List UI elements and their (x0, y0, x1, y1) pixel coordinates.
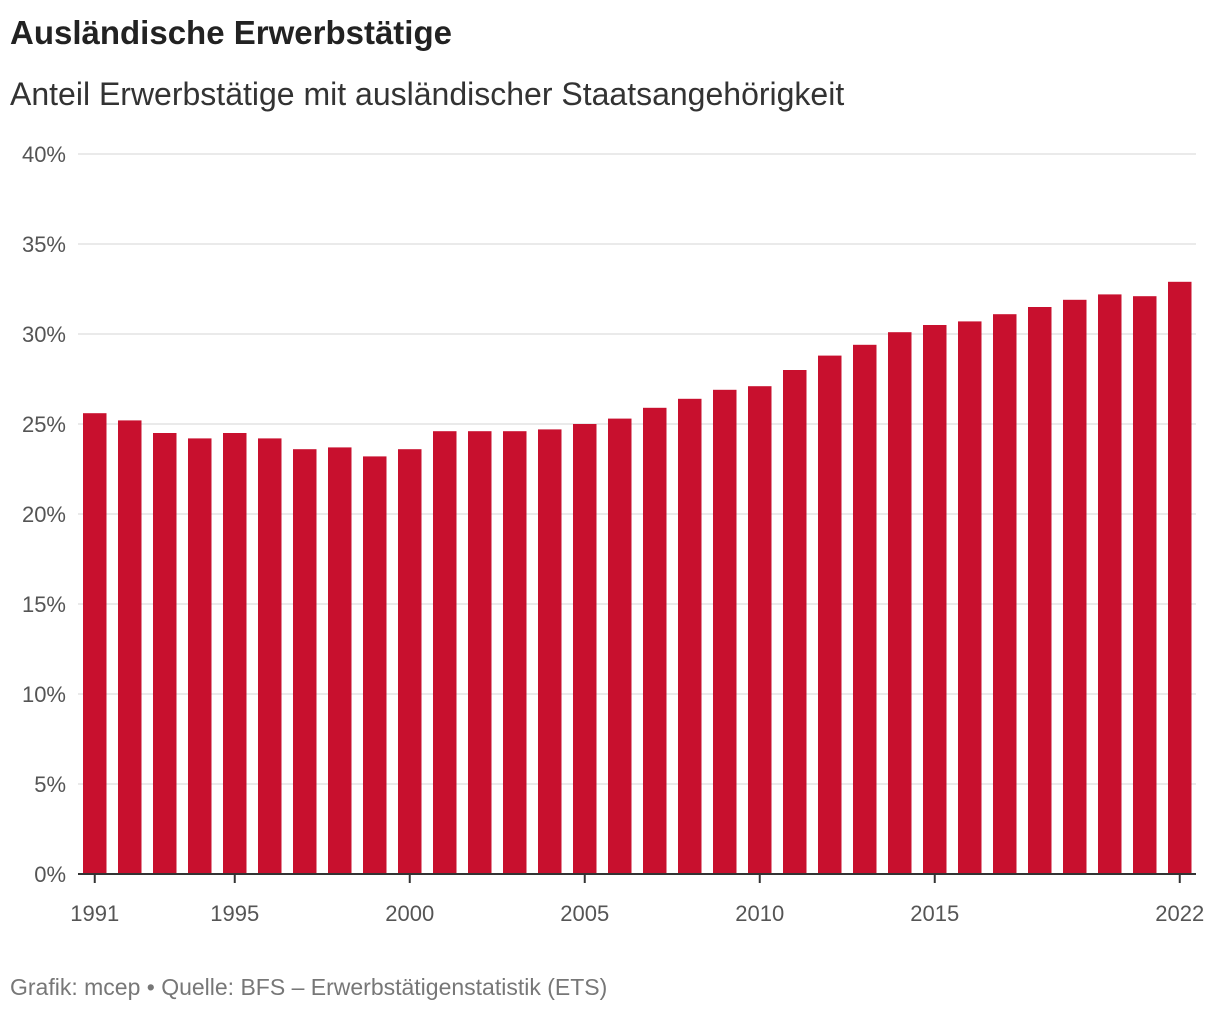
bar-2020 (1098, 294, 1122, 874)
bar-1996 (258, 438, 282, 874)
bar-2007 (643, 407, 667, 874)
bar-2008 (678, 398, 702, 874)
bar-1995 (223, 433, 247, 874)
bar-2013 (853, 344, 877, 874)
y-tick-label: 35% (22, 232, 66, 257)
bar-2015 (923, 325, 947, 874)
x-tick-label: 2005 (560, 901, 609, 926)
bar-2014 (888, 332, 912, 874)
y-tick-label: 5% (34, 772, 66, 797)
y-tick-label: 20% (22, 502, 66, 527)
bar-2019 (1063, 299, 1087, 874)
bar-chart: 0% 5% 10% 15% 20% 25% 30% 35% 40% 1991 1995 2000 200… (22, 142, 1204, 926)
y-tick-label: 0% (34, 862, 66, 887)
bar-2003 (503, 431, 527, 874)
x-tick-label: 1991 (70, 901, 119, 926)
bar-2018 (1028, 307, 1052, 874)
x-tick-label: 2010 (735, 901, 784, 926)
bar-2004 (538, 429, 562, 874)
x-tick-label: 2015 (910, 901, 959, 926)
y-tick-label: 15% (22, 592, 66, 617)
source-footer: Grafik: mcep • Quelle: BFS – Erwerbstäti… (10, 974, 608, 1000)
x-tick-label: 1995 (210, 901, 259, 926)
bar-2005 (573, 424, 597, 874)
bar-2016 (958, 321, 982, 874)
bar-1998 (328, 447, 352, 874)
bar-1992 (118, 420, 142, 874)
y-tick-label: 25% (22, 412, 66, 437)
bar-2006 (608, 418, 632, 874)
bar-1993 (153, 433, 177, 874)
bar-1997 (293, 449, 317, 874)
y-tick-label: 10% (22, 682, 66, 707)
bar-1994 (188, 438, 212, 874)
bar-1999 (363, 456, 387, 874)
y-tick-label: 30% (22, 322, 66, 347)
chart-subtitle: Anteil Erwerbstätige mit ausländischer S… (10, 76, 845, 112)
bar-2010 (748, 386, 772, 874)
chart-title: Ausländische Erwerbstätige (10, 14, 452, 51)
bar-2002 (468, 431, 492, 874)
bar-2000 (398, 449, 422, 874)
y-tick-label: 40% (22, 142, 66, 167)
x-tick-label: 2022 (1155, 901, 1204, 926)
bar-1991 (83, 413, 107, 874)
bar-2011 (783, 370, 807, 874)
bar-2009 (713, 389, 737, 874)
bar-2012 (818, 355, 842, 875)
bar-2001 (433, 431, 457, 874)
bar-2022 (1168, 281, 1192, 874)
x-tick-label: 2000 (385, 901, 434, 926)
bar-2021 (1133, 296, 1157, 874)
bar-2017 (993, 314, 1017, 874)
